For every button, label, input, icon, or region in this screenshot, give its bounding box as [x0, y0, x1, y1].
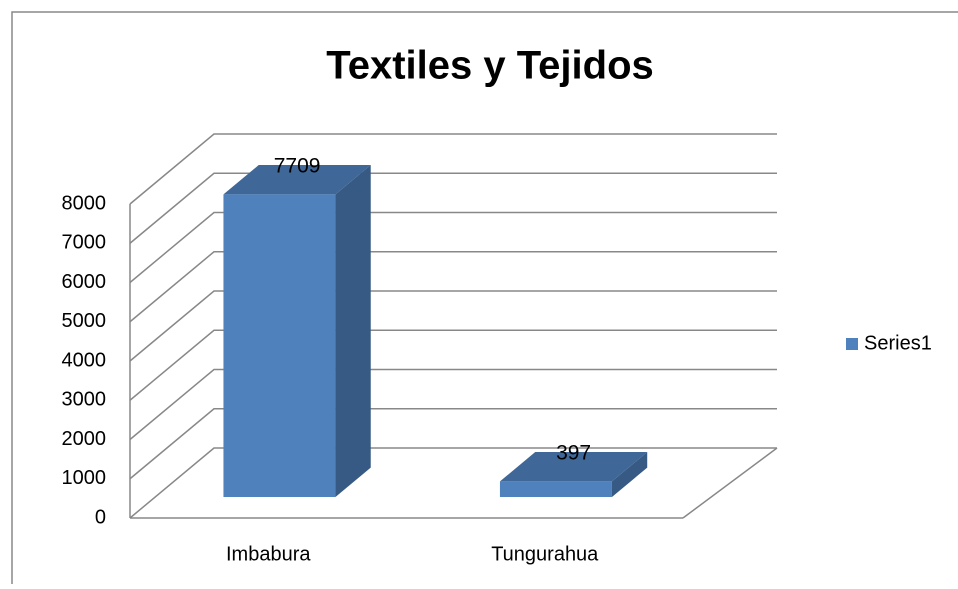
bar [499, 481, 612, 497]
grid-line [129, 290, 777, 362]
y-tick-label: 1000 [62, 467, 107, 489]
data-label: 397 [556, 442, 591, 465]
data-label: 7709 [274, 155, 321, 178]
bar-side [611, 452, 648, 497]
bar [223, 194, 336, 497]
chart-title: Textiles y Tejidos [326, 44, 654, 88]
bar-top [223, 165, 371, 195]
grid-line [129, 447, 777, 519]
y-tick-label: 3000 [62, 389, 107, 411]
floor-edge [682, 447, 778, 519]
y-tick-label: 0 [95, 506, 106, 528]
grid-line [129, 408, 777, 480]
grid-line [129, 329, 777, 401]
x-tick-label: Imbabura [226, 543, 311, 565]
y-tick-label: 4000 [62, 349, 107, 371]
grid-line [129, 172, 777, 244]
bar-top [499, 452, 648, 482]
y-tick-label: 5000 [62, 310, 107, 332]
x-tick-label: Tungurahua [491, 543, 599, 565]
chart-border [11, 11, 958, 589]
legend-label: Series1 [864, 332, 932, 354]
grid-line [129, 211, 777, 284]
y-tick-label: 6000 [62, 271, 107, 293]
grid-line [129, 368, 777, 441]
grid-line [129, 133, 777, 205]
grid-line [129, 251, 777, 323]
y-tick-label: 8000 [62, 192, 107, 214]
y-tick-label: 2000 [62, 428, 107, 450]
legend-swatch [846, 338, 858, 350]
y-tick-label: 7000 [62, 232, 107, 254]
bar-side [335, 165, 371, 498]
